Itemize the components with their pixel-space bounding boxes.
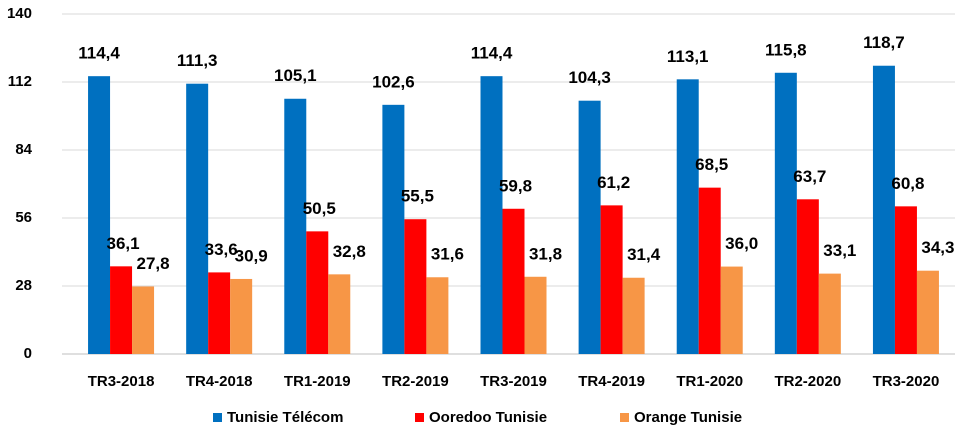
y-tick-label: 28 xyxy=(15,277,32,294)
data-label: 114,4 xyxy=(471,44,513,63)
bar xyxy=(774,72,797,355)
data-label: 102,6 xyxy=(372,72,415,91)
data-label: 31,4 xyxy=(627,245,661,264)
x-tick-label: TR4-2019 xyxy=(578,373,645,390)
bar xyxy=(230,278,253,354)
x-tick-label: TR3-2018 xyxy=(88,373,155,390)
data-label: 114,4 xyxy=(78,44,120,63)
bar xyxy=(328,274,351,354)
data-label: 30,9 xyxy=(235,246,268,265)
data-label: 111,3 xyxy=(177,51,218,70)
bar xyxy=(382,104,405,354)
bar xyxy=(818,273,841,354)
bar xyxy=(578,100,601,354)
data-label: 31,6 xyxy=(431,245,464,264)
x-tick-label: TR3-2019 xyxy=(480,373,547,390)
y-tick-label: 84 xyxy=(15,141,32,158)
legend-label: Tunisie Télécom xyxy=(227,409,343,426)
y-tick-label: 112 xyxy=(8,73,32,90)
data-label: 63,7 xyxy=(793,167,826,186)
bar xyxy=(524,276,547,354)
legend-label: Ooredoo Tunisie xyxy=(429,409,547,426)
x-tick-label: TR1-2020 xyxy=(676,373,743,390)
bar xyxy=(426,277,449,354)
y-tick-label: 56 xyxy=(15,209,32,226)
data-label: 68,5 xyxy=(695,155,728,174)
data-label: 59,8 xyxy=(499,176,532,195)
data-label: 50,5 xyxy=(303,199,336,218)
data-label: 61,2 xyxy=(597,173,630,192)
bar xyxy=(186,83,209,354)
bar xyxy=(404,219,427,354)
bar xyxy=(622,277,645,354)
data-label: 60,8 xyxy=(891,174,924,193)
bar xyxy=(132,286,155,354)
x-tick-label: TR2-2020 xyxy=(774,373,841,390)
data-label: 32,8 xyxy=(333,242,366,261)
x-tick-label: TR4-2018 xyxy=(186,373,253,390)
x-tick-label: TR2-2019 xyxy=(382,373,449,390)
x-tick-label: TR1-2019 xyxy=(284,373,351,390)
data-label: 118,7 xyxy=(863,33,905,52)
bar xyxy=(502,208,525,354)
bar xyxy=(916,270,939,354)
data-label: 36,1 xyxy=(107,234,140,253)
legend-swatch xyxy=(620,413,629,422)
data-label: 34,3 xyxy=(921,238,954,257)
data-label: 115,8 xyxy=(765,40,807,59)
data-label: 27,8 xyxy=(137,254,170,273)
data-label: 105,1 xyxy=(274,66,317,85)
y-tick-label: 0 xyxy=(24,345,32,362)
bar xyxy=(480,76,503,355)
data-label: 31,8 xyxy=(529,244,562,263)
y-tick-label: 140 xyxy=(7,5,32,22)
data-label: 55,5 xyxy=(401,187,434,206)
data-label: 36,0 xyxy=(725,234,758,253)
legend-label: Orange Tunisie xyxy=(634,409,742,426)
bar xyxy=(208,272,231,354)
bar xyxy=(284,98,307,354)
legend-swatch xyxy=(213,413,222,422)
bar xyxy=(600,205,623,354)
bar xyxy=(796,199,819,354)
bar xyxy=(110,266,133,354)
data-label: 113,1 xyxy=(667,47,709,66)
bar xyxy=(698,187,721,354)
data-label: 33,6 xyxy=(205,240,238,259)
bar xyxy=(306,231,329,354)
data-label: 104,3 xyxy=(568,68,611,87)
bar xyxy=(720,266,743,354)
bar xyxy=(676,79,699,354)
data-label: 33,1 xyxy=(823,241,856,260)
bar xyxy=(872,65,895,354)
bar xyxy=(894,206,917,354)
x-tick-label: TR3-2020 xyxy=(873,373,940,390)
bar xyxy=(88,76,111,355)
legend-swatch xyxy=(415,413,424,422)
